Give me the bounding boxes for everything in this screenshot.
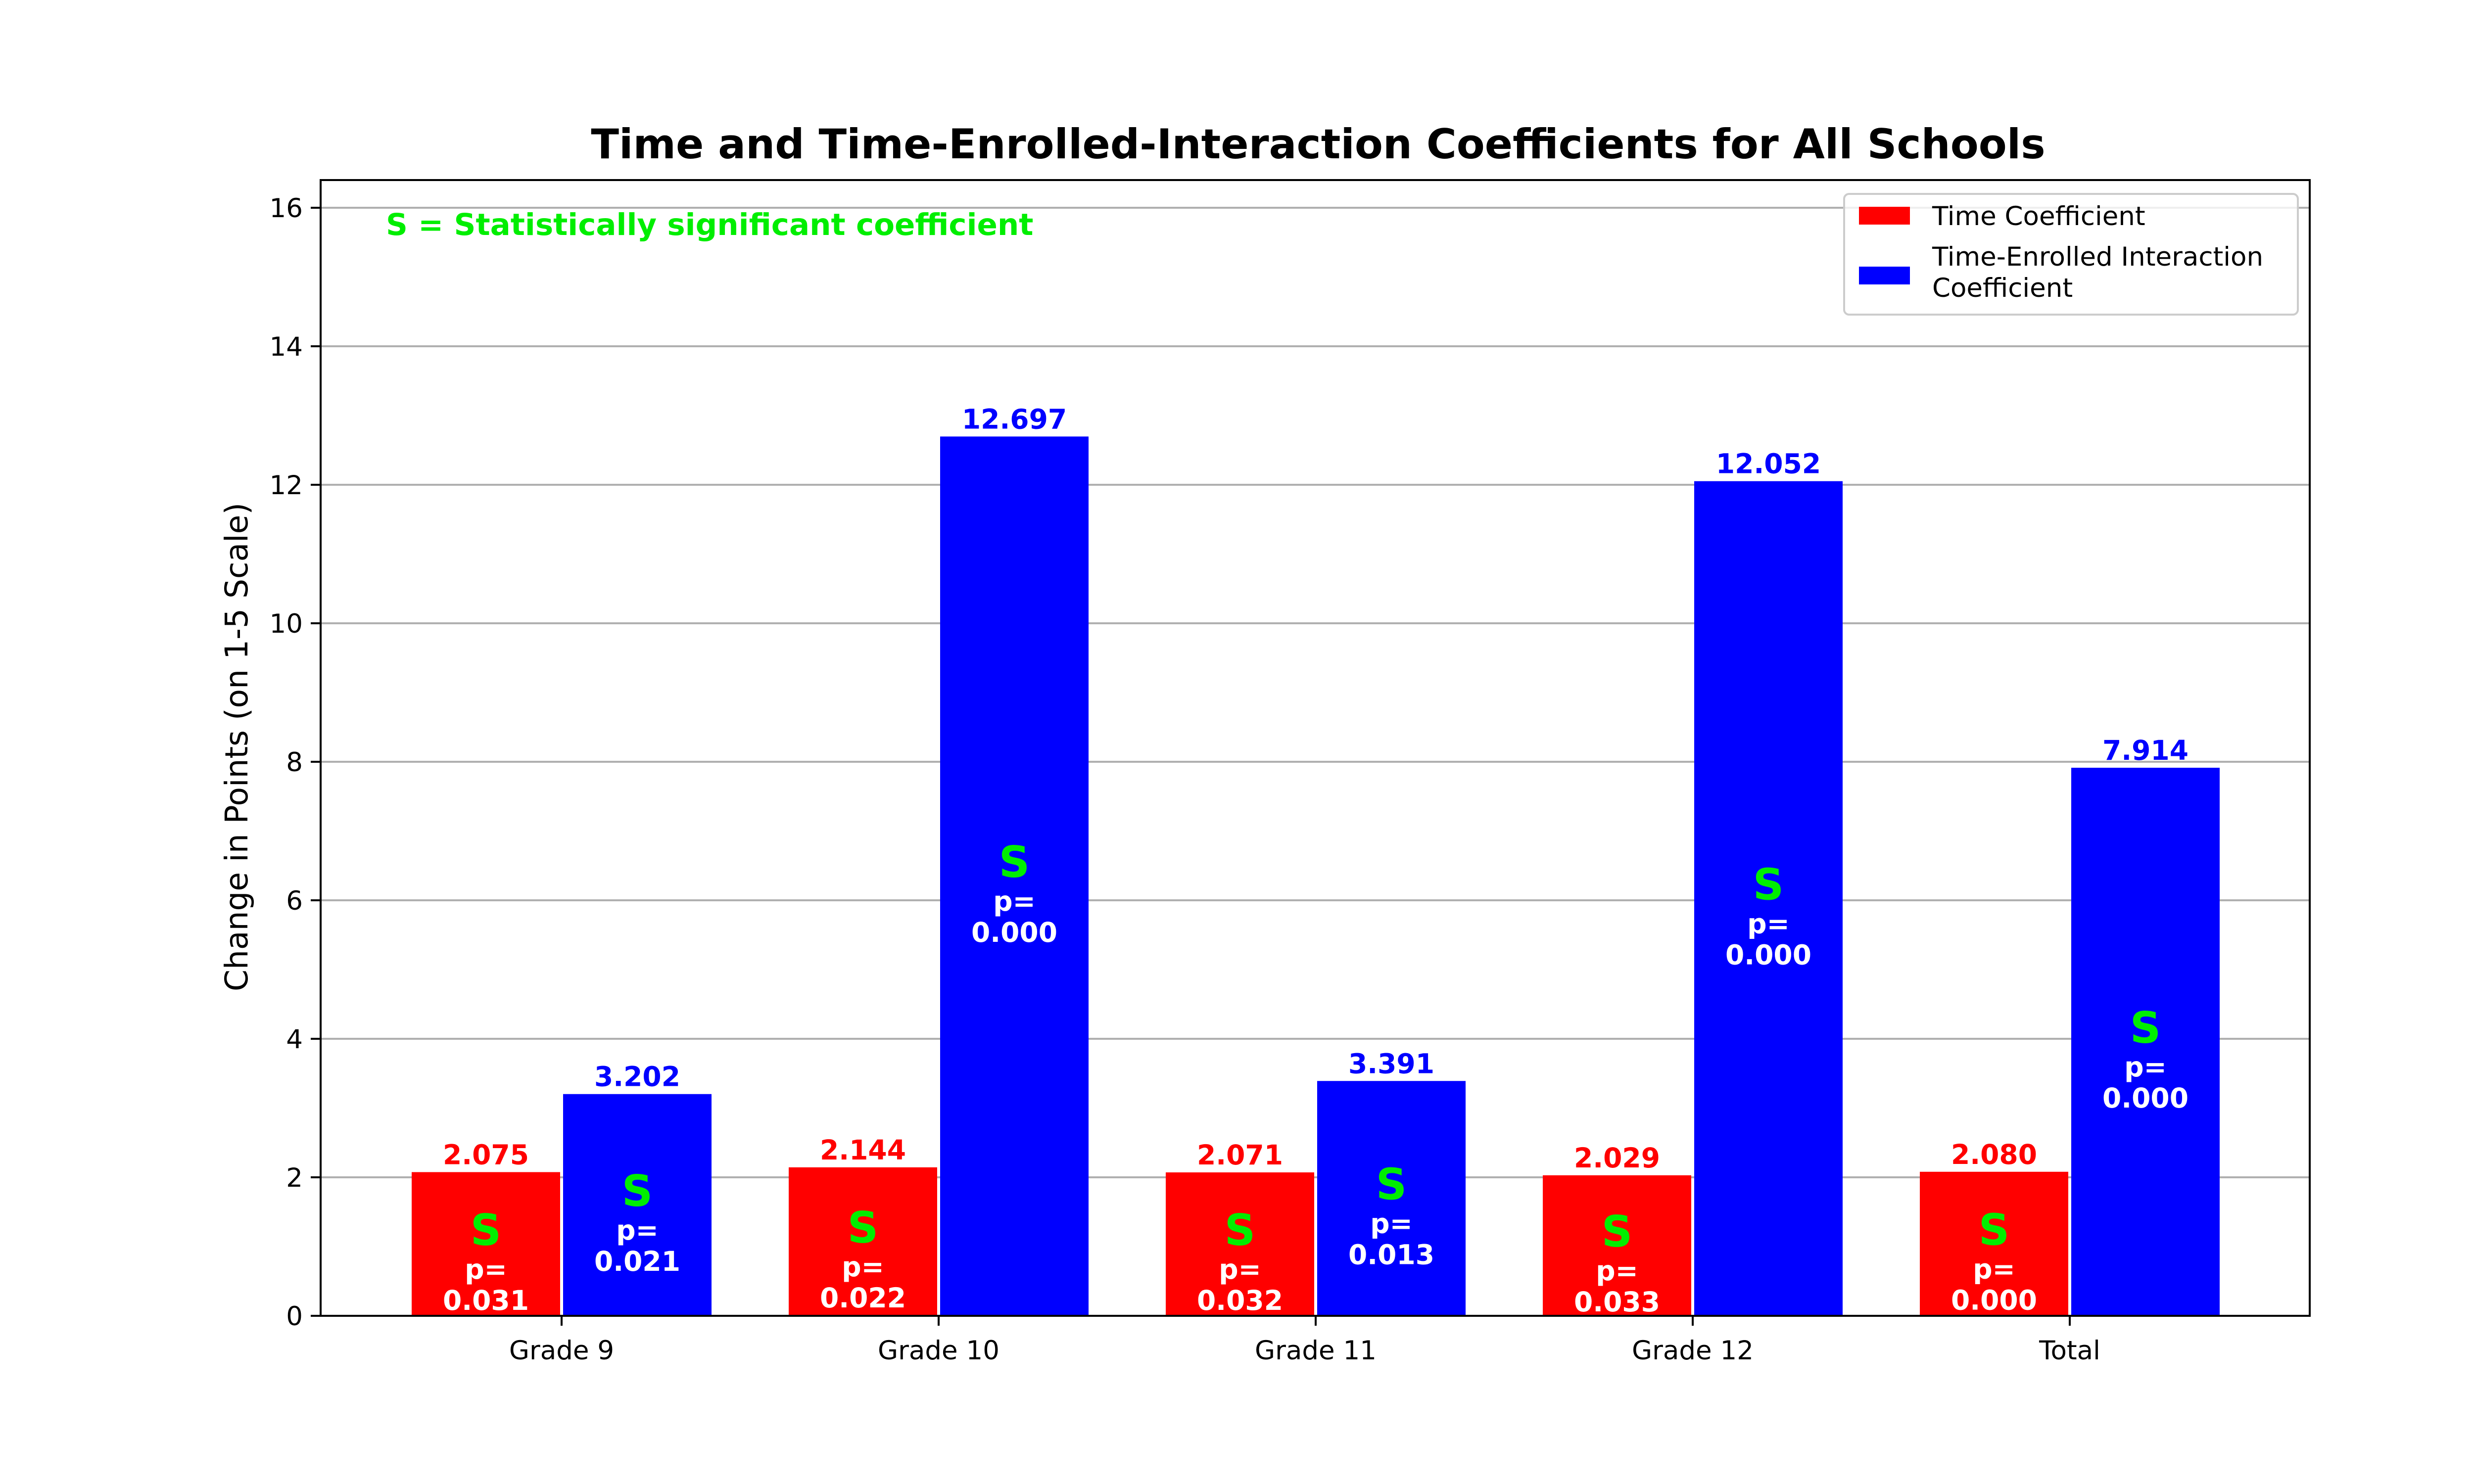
p-value: 0.022 [820,1282,906,1314]
value-label: 2.075 [443,1139,529,1171]
significance-marker: S [622,1166,653,1216]
x-tick-label: Grade 10 [878,1336,999,1366]
p-label: p= [465,1253,507,1285]
legend: Time Coefficient Time-Enrolled Interacti… [1843,193,2299,316]
bar [2071,768,2220,1316]
y-tick-label: 16 [270,193,303,224]
chart-title: Time and Time-Enrolled-Interaction Coeff… [591,120,2045,168]
p-value: 0.013 [1348,1239,1434,1271]
legend-swatch-time [1859,207,1910,225]
value-label: 3.202 [594,1061,680,1093]
bar [412,1172,560,1316]
significance-marker: S [999,837,1030,887]
p-value: 0.000 [1725,939,1811,971]
y-tick-label: 12 [270,470,303,501]
p-label: p= [1370,1208,1412,1240]
y-tick-label: 6 [286,886,303,916]
x-tick-label: Grade 11 [1255,1336,1377,1366]
bar [1543,1175,1691,1316]
p-value: 0.000 [2102,1082,2189,1114]
p-value: 0.000 [971,917,1057,948]
significance-note: S = Statistically significant coefficien… [386,207,1033,242]
p-label: p= [842,1251,884,1283]
value-label: 2.071 [1197,1139,1283,1171]
y-tick-label: 14 [270,332,303,362]
legend-swatch-interaction [1859,267,1910,284]
p-value: 0.031 [443,1285,529,1316]
legend-label-interaction-line-1: Time-Enrolled Interaction [1932,242,2263,272]
significance-marker: S [1602,1206,1633,1257]
y-tick-label: 4 [286,1024,303,1055]
bar [940,436,1089,1316]
p-value: 0.032 [1197,1285,1283,1316]
x-tick-label: Grade 12 [1632,1336,1754,1366]
value-label: 7.914 [2102,735,2189,766]
x-tick-label: Grade 9 [509,1336,614,1366]
p-label: p= [616,1214,658,1246]
y-tick-label: 2 [286,1163,303,1193]
p-label: p= [993,885,1035,917]
p-value: 0.033 [1574,1286,1660,1318]
significance-marker: S [2130,1003,2161,1053]
y-tick-label: 0 [286,1301,303,1332]
bar [1694,481,1843,1316]
value-label: 12.697 [962,403,1067,435]
p-label: p= [1973,1253,2015,1285]
p-value: 0.000 [1951,1284,2037,1316]
bar [1920,1171,2068,1316]
significance-marker: S [1753,859,1784,910]
bar-labels: 2.075Sp=0.0312.144Sp=0.0222.071Sp=0.0322… [443,403,2189,1318]
p-label: p= [1596,1255,1638,1287]
significance-marker: S [1225,1205,1256,1255]
legend-label-time: Time Coefficient [1932,201,2145,232]
bar [1166,1172,1314,1316]
p-value: 0.021 [594,1246,680,1277]
value-label: 2.080 [1951,1139,2037,1170]
x-tick-label: Total [2039,1336,2100,1366]
y-axis-label: Change in Points (on 1-5 Scale) [219,503,255,991]
y-tick-label: 10 [270,609,303,639]
significance-marker: S [1376,1159,1407,1210]
p-label: p= [1219,1253,1261,1285]
legend-box [1843,193,2299,316]
value-label: 2.144 [820,1134,906,1166]
p-label: p= [1747,908,1789,939]
value-label: 2.029 [1574,1142,1660,1174]
y-tick-label: 8 [286,747,303,778]
bar [789,1167,937,1316]
value-label: 12.052 [1716,448,1821,480]
bars [412,436,2220,1316]
significance-marker: S [1979,1205,2010,1255]
bar [563,1094,712,1316]
significance-marker: S [848,1203,879,1253]
value-label: 3.391 [1348,1048,1434,1079]
significance-marker: S [471,1205,502,1255]
axes: 0 2 4 6 8 10 12 14 16 Grade 9 Grade 10 Grade 11 Grad… [270,193,2100,1366]
legend-label-interaction-line-2: Coefficient [1932,273,2073,303]
bar [1317,1081,1466,1316]
p-label: p= [2124,1051,2166,1083]
